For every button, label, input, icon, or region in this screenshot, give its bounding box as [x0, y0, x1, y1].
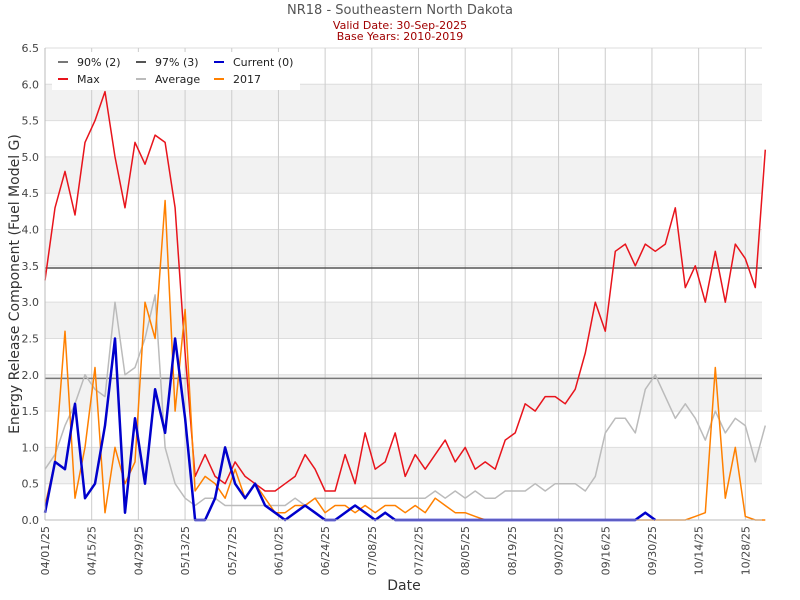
y-axis-label: Energy Release Component (Fuel Model G) [7, 134, 23, 434]
x-tick-label: 04/15/25 [86, 526, 99, 575]
legend-box [52, 52, 300, 90]
x-tick-label: 07/22/25 [413, 526, 426, 575]
y-tick-label: 1.0 [22, 441, 40, 454]
legend-label: 90% (2) [77, 56, 121, 69]
x-tick-label: 06/10/25 [272, 526, 285, 575]
grid-band [45, 84, 762, 121]
legend-label: 97% (3) [155, 56, 199, 69]
legend-label: 2017 [233, 73, 261, 86]
grid-band [45, 156, 762, 194]
y-tick-label: 5.5 [22, 115, 40, 128]
x-tick-label: 04/29/25 [132, 526, 145, 575]
y-tick-label: 6.0 [22, 78, 40, 91]
y-tick-label: 6.5 [22, 42, 40, 55]
y-tick-label: 0.5 [22, 478, 40, 491]
x-tick-label: 09/30/25 [646, 526, 659, 575]
y-tick-label: 3.0 [22, 296, 40, 309]
x-tick-label: 09/16/25 [599, 526, 612, 575]
legend-label: Average [155, 73, 200, 86]
y-tick-label: 2.0 [22, 369, 40, 382]
x-axis-label: Date [387, 578, 420, 594]
valid-date: Valid Date: 30-Sep-2025 [332, 19, 468, 32]
y-tick-label: 3.5 [22, 260, 40, 273]
x-tick-label: 10/14/25 [693, 526, 706, 575]
legend-label: Max [77, 73, 100, 86]
x-tick-label: 05/27/25 [226, 526, 239, 575]
series-line-max [44, 90, 767, 492]
chart-title: NR18 - Southeastern North Dakota [287, 3, 513, 18]
x-tick-label: 08/05/25 [459, 526, 472, 575]
y-tick-label: 4.5 [22, 187, 40, 200]
series-line-average [44, 294, 767, 507]
y-tick-label: 5.0 [22, 151, 40, 164]
x-tick-label: 08/19/25 [506, 526, 519, 575]
y-tick-label: 4.0 [22, 224, 40, 237]
x-tick-label: 06/24/25 [319, 526, 332, 575]
series-line-current-0- [43, 337, 657, 522]
grid-band [45, 229, 762, 266]
x-tick-label: 05/13/25 [179, 526, 192, 575]
legend-label: Current (0) [233, 56, 293, 69]
y-tick-label: 1.5 [22, 405, 40, 418]
base-years: Base Years: 2010-2019 [336, 30, 464, 43]
grid-band [45, 374, 762, 412]
x-tick-label: 07/08/25 [366, 526, 379, 575]
x-tick-label: 09/02/25 [553, 526, 566, 575]
x-tick-label: 10/28/25 [739, 526, 752, 575]
x-tick-label: 04/01/25 [39, 526, 52, 575]
y-tick-label: 2.5 [22, 332, 40, 345]
y-tick-label: 0.0 [22, 514, 40, 527]
grid-band [45, 447, 762, 484]
grid-band [45, 302, 762, 339]
